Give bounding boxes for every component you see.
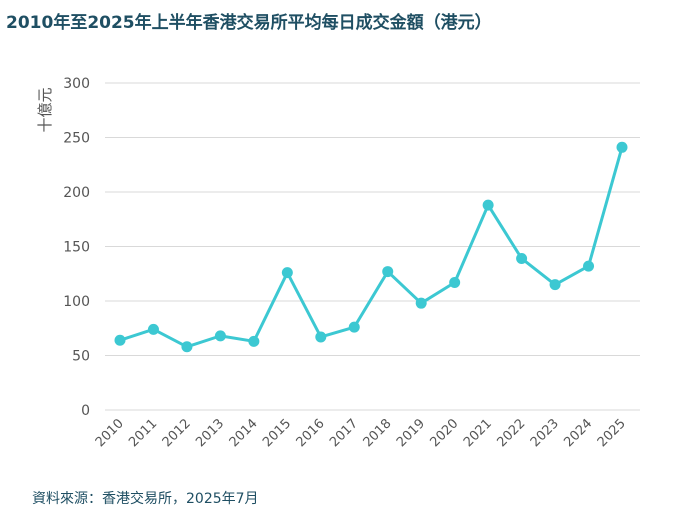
- x-tick-label: 2010: [93, 416, 127, 450]
- data-point: [583, 260, 595, 272]
- data-point: [482, 199, 494, 211]
- x-tick-label: 2016: [294, 416, 328, 450]
- series-layer: [114, 141, 628, 353]
- x-tick-label: 2012: [160, 416, 194, 450]
- data-point: [315, 331, 327, 343]
- x-tick-label: 2020: [427, 416, 461, 450]
- data-point: [281, 267, 293, 279]
- data-point: [516, 252, 528, 264]
- data-point: [214, 330, 226, 342]
- y-tick-label: 50: [72, 349, 90, 365]
- data-point: [382, 266, 394, 278]
- source-note: 資料來源：香港交易所，2025年7月: [32, 491, 259, 507]
- x-tick-label: 2025: [595, 416, 629, 450]
- x-tick-label: 2024: [561, 416, 595, 450]
- x-tick-label: 2017: [327, 416, 361, 450]
- y-tick-label: 100: [63, 294, 90, 310]
- gridlines: [105, 82, 640, 411]
- chart-title: 2010年至2025年上半年香港交易所平均每日成交金額（港元）: [6, 13, 492, 33]
- data-point: [415, 297, 427, 309]
- y-tick-label: 300: [63, 76, 90, 92]
- y-tick-label: 150: [63, 240, 90, 256]
- x-tick-label: 2011: [126, 416, 160, 450]
- x-tick-label: 2015: [260, 416, 294, 450]
- x-axis-ticks: 2010 2011 2012 2013 2014 2015 2016 2017 2018 2019…: [93, 416, 629, 450]
- data-point: [348, 321, 360, 333]
- y-tick-label: 250: [63, 131, 90, 147]
- data-point: [114, 334, 126, 346]
- data-point: [549, 279, 561, 291]
- x-tick-label: 2014: [227, 416, 261, 450]
- x-tick-label: 2013: [193, 416, 227, 450]
- y-tick-label: 200: [63, 185, 90, 201]
- data-point: [449, 276, 461, 288]
- data-point: [147, 323, 159, 335]
- data-point: [181, 341, 193, 353]
- x-tick-label: 2022: [494, 416, 528, 450]
- series-line: [119, 146, 624, 349]
- x-tick-label: 2023: [528, 416, 562, 450]
- data-point: [616, 141, 628, 153]
- y-axis-ticks: 0 50 100 150 200 250 300: [63, 76, 90, 419]
- y-tick-label: 0: [81, 403, 90, 419]
- y-axis-label: 十億元: [36, 87, 54, 132]
- x-tick-label: 2018: [361, 416, 395, 450]
- data-point: [248, 335, 260, 347]
- x-tick-label: 2019: [394, 416, 428, 450]
- x-tick-label: 2021: [461, 416, 495, 450]
